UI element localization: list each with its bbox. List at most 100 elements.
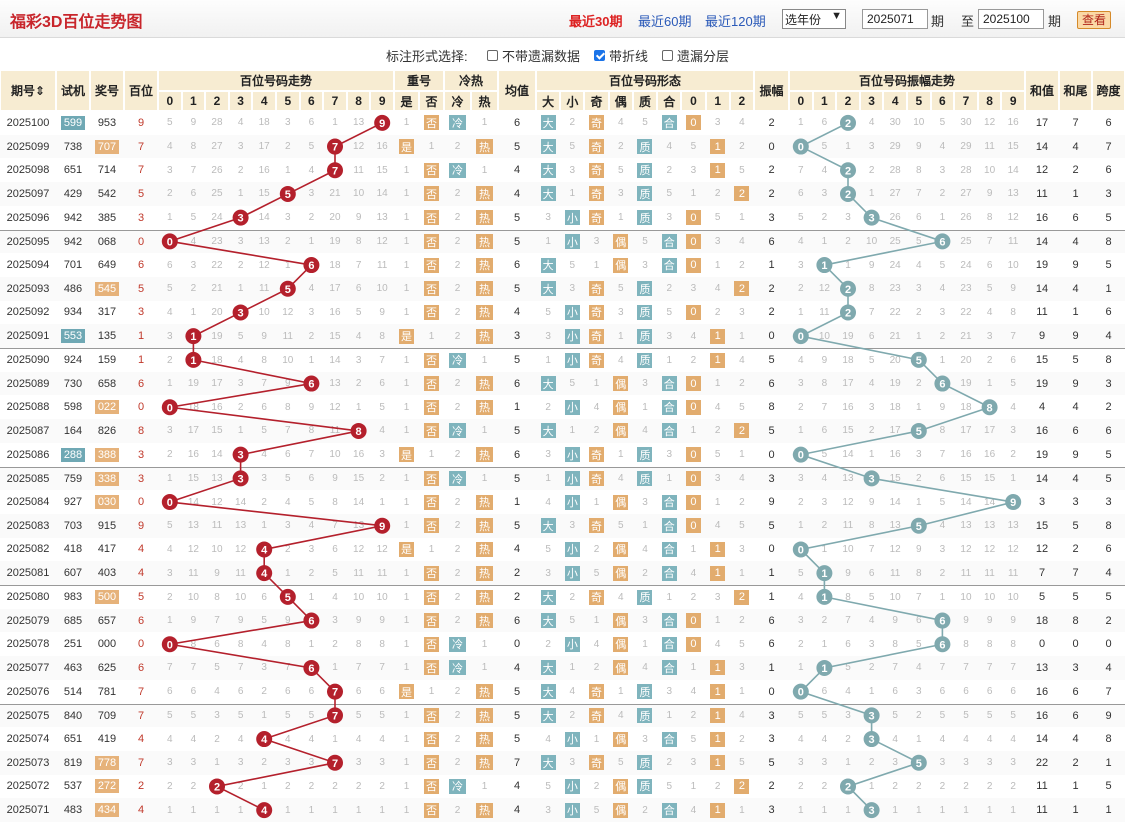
form-missing-cell: 5 — [593, 804, 600, 816]
query-button[interactable]: 查看 — [1077, 11, 1111, 29]
amp-missing-cell: 1 — [916, 733, 922, 745]
checkbox-no-missing[interactable] — [487, 50, 498, 61]
tail-cell: 9 — [1059, 443, 1092, 467]
span-cell: 3 — [1092, 490, 1125, 514]
amp-missing-cell: 1 — [798, 117, 804, 129]
trend-missing-cell: 1 — [285, 567, 291, 579]
repeat-no-cell: 否 — [419, 206, 444, 230]
draw-cell: 778 — [90, 751, 124, 775]
nav-recent-60[interactable]: 最近60期 — [638, 14, 692, 29]
trend-missing-cell: 13 — [211, 473, 223, 485]
hundred-cell: 6 — [124, 656, 158, 680]
hot-cell: 热 — [471, 253, 498, 277]
nav-recent-30[interactable]: 最近30期 — [569, 14, 623, 29]
from-issue-input[interactable]: 2025071 — [862, 9, 928, 29]
trial-cell-value: 514 — [63, 685, 83, 698]
form-cell: 奇 — [584, 680, 608, 704]
form-missing-cell: 2 — [690, 591, 697, 603]
trend-missing-cell: 3 — [190, 259, 197, 271]
header-row-1: 期号⇕ 试机 奖号 百位 百位号码走势 重号 冷热 均值 百位号码形态 振幅 百位号码振幅走势 和值和… — [0, 70, 1125, 111]
year-select-value: 选年份 — [785, 13, 822, 27]
avg-cell-value: 6 — [513, 377, 521, 390]
form-badge: 奇 — [589, 210, 605, 226]
tail-cell-value: 7 — [1072, 567, 1079, 580]
option-layered[interactable]: 遗漏分层 — [662, 46, 729, 65]
form-badge: 小 — [564, 328, 580, 344]
form-missing-cell: 4 — [714, 638, 721, 650]
checkbox-polyline[interactable] — [594, 50, 605, 61]
form-missing-cell: 2 — [714, 780, 721, 792]
form-missing-cell: 1 — [617, 212, 624, 224]
form-cell: 奇 — [584, 277, 608, 301]
nav-recent-120[interactable]: 最近120期 — [705, 14, 766, 29]
form-cell: 2 — [730, 586, 754, 609]
form-cell: 大 — [536, 514, 560, 538]
trend-hit-cell — [370, 514, 394, 538]
amp-missing-cell: 5 — [798, 710, 804, 722]
repeat-no-cell: 1 — [428, 330, 435, 342]
amp-missing-cell: 12 — [842, 496, 854, 508]
amp-missing-cell: 2 — [845, 733, 851, 745]
form-badge: 质 — [637, 447, 653, 463]
year-select[interactable]: 选年份 ▼ — [782, 9, 846, 29]
hot-badge: 热 — [476, 731, 493, 747]
from-suffix: 期 — [931, 14, 945, 29]
form-badge: 1 — [710, 328, 726, 344]
hot-cell: 1 — [481, 425, 488, 437]
amp-cell-value: 5 — [768, 424, 775, 437]
trend-missing-cell: 11 — [211, 520, 223, 532]
trend-missing-cell: 4 — [190, 733, 197, 745]
issue-cell-value: 2025097 — [6, 187, 50, 200]
option-no-missing[interactable]: 不带遗漏数据 — [487, 46, 580, 65]
hot-cell: 热 — [471, 231, 498, 254]
issue-cell: 2025080 — [0, 586, 56, 609]
trial-cell: 703 — [56, 514, 90, 538]
trend-missing-cell: 1 — [332, 117, 338, 129]
form-missing-cell: 2 — [569, 710, 576, 722]
form-cell: 质 — [633, 324, 657, 348]
avg-cell-value: 4 — [513, 661, 521, 674]
amp-missing-cell: 3 — [1010, 425, 1016, 437]
form-cell: 偶 — [609, 727, 633, 751]
span-cell-value: 1 — [1105, 756, 1112, 769]
trend-missing-cell: 11 — [188, 567, 199, 579]
form-missing-cell: 5 — [739, 164, 745, 176]
form-missing-cell: 5 — [666, 188, 672, 200]
to-issue-input[interactable]: 2025100 — [978, 9, 1044, 29]
form-badge: 2 — [734, 589, 750, 605]
amp-missing-cell: 9 — [916, 543, 922, 555]
issue-cell: 2025094 — [0, 253, 56, 277]
repeat-no-cell: 否 — [419, 727, 444, 751]
form-cell: 1 — [706, 158, 730, 182]
draw-cell-value: 657 — [97, 614, 117, 627]
form-badge: 0 — [685, 234, 701, 250]
issue-cell: 2025089 — [0, 372, 56, 396]
tail-cell-value: 1 — [1072, 804, 1079, 817]
form-cell: 合 — [657, 490, 681, 514]
tail-cell-value: 3 — [1072, 661, 1079, 674]
form-cell: 0 — [681, 609, 705, 633]
span-cell: 5 — [1092, 443, 1125, 467]
tail-cell: 9 — [1059, 372, 1092, 396]
amp-missing-cell: 7 — [1010, 330, 1016, 342]
option-polyline[interactable]: 带折线 — [594, 46, 648, 65]
issue-cell: 2025074 — [0, 727, 56, 751]
issue-cell: 2025083 — [0, 514, 56, 538]
form-badge: 小 — [564, 636, 580, 652]
checkbox-layered[interactable] — [662, 50, 673, 61]
form-cell: 0 — [681, 111, 705, 135]
issue-cell: 2025099 — [0, 135, 56, 159]
trial-cell: 251 — [56, 632, 90, 656]
trend-missing-cell: 13 — [258, 236, 270, 248]
trend-missing-cell: 4 — [237, 117, 244, 129]
avg-cell: 5 — [498, 727, 536, 751]
repeat-yes-cell: 是 — [394, 538, 419, 562]
amp-cell: 2 — [754, 301, 789, 325]
form-missing-cell: 1 — [739, 330, 745, 342]
trend-missing-cell: 7 — [308, 449, 315, 461]
cold-cell: 2 — [454, 543, 461, 555]
trend-missing-cell: 15 — [187, 473, 199, 485]
col-span: 跨度 — [1092, 70, 1125, 111]
form-badge: 合 — [661, 636, 677, 652]
form-missing-cell: 3 — [739, 662, 745, 674]
